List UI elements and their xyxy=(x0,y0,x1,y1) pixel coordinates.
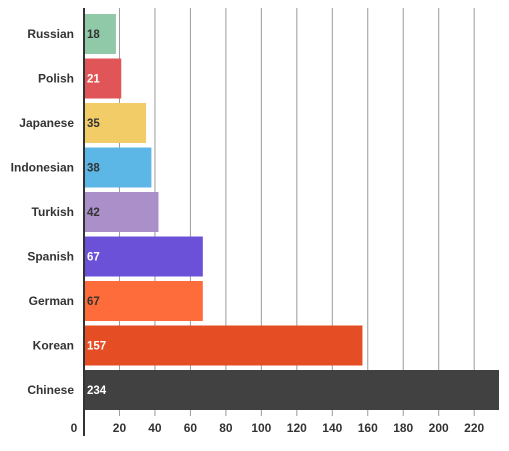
bar-turkish xyxy=(84,192,159,232)
bar-polish xyxy=(84,58,122,99)
value-label-spanish: 67 xyxy=(87,252,100,264)
x-tick-label-80: 80 xyxy=(219,421,233,435)
bar-russian xyxy=(84,14,116,54)
x-tick-label-20: 20 xyxy=(113,421,127,435)
bar-indonesian xyxy=(84,147,152,188)
value-label-turkish: 42 xyxy=(87,207,100,219)
category-label-turkish: Turkish xyxy=(32,205,74,219)
category-label-japanese: Japanese xyxy=(19,116,74,130)
bar-chinese xyxy=(84,370,499,410)
bar-spanish xyxy=(84,236,203,277)
category-label-spanish: Spanish xyxy=(27,250,74,264)
value-label-polish: 21 xyxy=(87,74,100,86)
category-labels: Russian Polish Japanese Indonesian Turkish Sp… xyxy=(11,27,75,397)
value-label-chinese: 234 xyxy=(87,385,107,397)
value-label-indonesian: 38 xyxy=(87,163,100,175)
category-label-polish: Polish xyxy=(38,72,74,86)
bar-korean xyxy=(84,325,363,366)
x-tick-label-220: 220 xyxy=(464,421,484,435)
category-label-german: German xyxy=(29,294,74,308)
x-tick-label-120: 120 xyxy=(287,421,307,435)
x-tick-label-100: 100 xyxy=(251,421,271,435)
value-labels: 18 21 35 38 42 67 67 157 234 xyxy=(87,29,107,397)
value-label-korean: 157 xyxy=(87,341,106,353)
x-tick-label-200: 200 xyxy=(429,421,449,435)
x-tick-label-60: 60 xyxy=(184,421,198,435)
x-tick-label-160: 160 xyxy=(358,421,378,435)
x-tick-label-140: 140 xyxy=(322,421,342,435)
value-label-german: 67 xyxy=(87,296,100,308)
category-label-indonesian: Indonesian xyxy=(11,161,74,175)
category-label-korean: Korean xyxy=(33,339,74,353)
x-tick-label-40: 40 xyxy=(148,421,162,435)
gridlines xyxy=(118,8,475,416)
category-label-russian: Russian xyxy=(27,27,74,41)
value-label-japanese: 35 xyxy=(87,118,100,130)
bars xyxy=(84,14,499,410)
bar-german xyxy=(84,281,203,321)
category-label-chinese: Chinese xyxy=(27,383,74,397)
x-tick-label-180: 180 xyxy=(393,421,413,435)
value-label-russian: 18 xyxy=(87,29,100,41)
x-tick-labels: 0 20 40 60 80 100 120 140 160 180 200 220 xyxy=(71,421,485,435)
x-tick-label-0: 0 xyxy=(71,421,78,435)
bar-japanese xyxy=(84,103,147,143)
